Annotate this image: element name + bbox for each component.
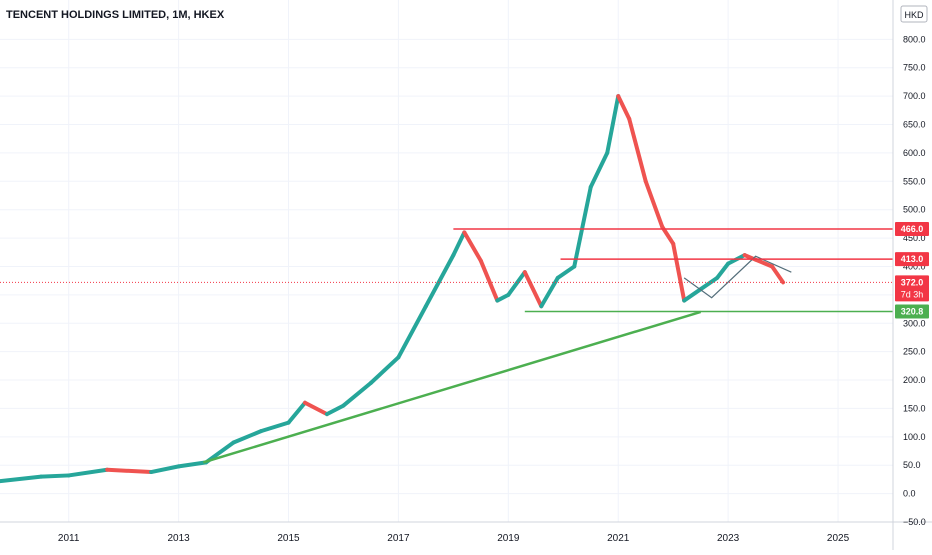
price-segment — [462, 230, 483, 263]
price-segment — [105, 467, 154, 475]
last-price-label: 372.0 — [901, 277, 924, 287]
plot-area — [0, 94, 893, 484]
x-axis: 2011 2013 2015 2017 2019 2021 2023 2025 — [0, 521, 932, 544]
y-tick-label: 550.0 — [903, 176, 926, 186]
y-tick-label: 650.0 — [903, 120, 926, 130]
price-segment — [522, 270, 544, 309]
price-segment — [286, 400, 307, 425]
level-tag-label: 320.8 — [901, 306, 924, 316]
price-segment — [0, 474, 44, 484]
y-tick-label: 150.0 — [903, 403, 926, 413]
price-segment — [506, 270, 527, 297]
price-segment — [39, 473, 71, 479]
currency-label: HKD — [904, 10, 924, 20]
last-price-countdown: 7d 3h — [901, 289, 924, 299]
price-segment — [231, 429, 264, 445]
y-tick-label: 100.0 — [903, 432, 926, 442]
x-tick-label: 2015 — [277, 533, 300, 544]
y-tick-label: 450.0 — [903, 233, 926, 243]
price-segment — [671, 241, 687, 303]
y-tick-label: 200.0 — [903, 375, 926, 385]
price-segment — [682, 287, 703, 303]
x-tick-label: 2013 — [167, 533, 190, 544]
y-tick-label: 400.0 — [903, 261, 926, 271]
chart-title: TENCENT HOLDINGS LIMITED, 1M, HKEX — [6, 9, 225, 21]
price-segment — [324, 403, 346, 417]
y-tick-label: 50.0 — [903, 460, 921, 470]
price-segment — [302, 400, 329, 417]
y-tick-label: 600.0 — [903, 148, 926, 158]
y-tick-label: 300.0 — [903, 318, 926, 328]
y-tick-label: 800.0 — [903, 34, 926, 44]
level-tag — [895, 252, 929, 267]
price-segment — [341, 380, 373, 408]
price-segment — [149, 464, 181, 475]
y-axis: −50.00.050.0100.0150.0200.0250.0300.0350… — [892, 0, 929, 550]
price-segment — [643, 179, 665, 229]
x-tick-label: 2011 — [58, 533, 80, 544]
y-tick-label: 0.0 — [903, 489, 916, 499]
level-tag-label: 466.0 — [901, 224, 924, 234]
y-tick-label: −50.0 — [903, 517, 926, 527]
price-segment — [66, 467, 110, 478]
grid — [0, 0, 893, 523]
y-tick-label: 250.0 — [903, 347, 926, 357]
price-segment — [572, 184, 593, 269]
x-tick-label: 2019 — [497, 533, 520, 544]
price-segment — [478, 258, 500, 303]
x-tick-label: 2023 — [717, 533, 740, 544]
price-segment — [588, 150, 610, 189]
y-tick-label: 500.0 — [903, 205, 926, 215]
pattern-line — [683, 255, 792, 299]
price-segment — [396, 304, 428, 360]
price-segment — [698, 275, 720, 292]
trendline — [202, 310, 702, 464]
price-segment — [423, 253, 456, 309]
last-price-tag — [895, 275, 929, 302]
price-segment — [368, 355, 401, 385]
level-tag — [895, 304, 929, 319]
level-tag-label: 413.0 — [901, 254, 924, 264]
price-segment — [259, 420, 291, 434]
x-tick-label: 2025 — [827, 533, 850, 544]
price-segment — [605, 94, 621, 155]
y-tick-label: 700.0 — [903, 91, 926, 101]
price-segment — [627, 116, 648, 184]
x-tick-label: 2017 — [387, 533, 410, 544]
price-segment — [770, 264, 786, 285]
y-tick-label: 750.0 — [903, 63, 926, 73]
currency-button[interactable]: HKD — [900, 5, 928, 23]
price-segment — [715, 261, 731, 280]
price-segment — [616, 94, 632, 121]
price-segment — [451, 230, 467, 258]
x-tick-label: 2021 — [607, 533, 630, 544]
level-tag — [895, 222, 929, 237]
price-segment — [176, 460, 209, 469]
price-segment — [753, 257, 775, 269]
price-segment — [555, 264, 577, 280]
price-segment — [495, 292, 511, 303]
